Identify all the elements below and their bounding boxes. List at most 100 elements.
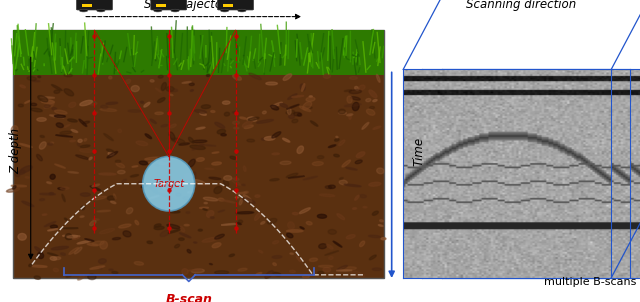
Ellipse shape: [77, 143, 80, 146]
Ellipse shape: [190, 145, 205, 149]
Ellipse shape: [236, 197, 239, 198]
Ellipse shape: [100, 241, 108, 249]
Ellipse shape: [12, 126, 18, 134]
Ellipse shape: [328, 256, 333, 259]
Ellipse shape: [257, 120, 273, 123]
Ellipse shape: [71, 130, 77, 133]
Ellipse shape: [38, 96, 48, 102]
Ellipse shape: [34, 276, 40, 279]
Ellipse shape: [238, 268, 247, 271]
Ellipse shape: [349, 77, 358, 79]
Ellipse shape: [369, 182, 381, 186]
Ellipse shape: [40, 193, 56, 195]
Ellipse shape: [243, 166, 246, 172]
Ellipse shape: [144, 102, 150, 107]
Ellipse shape: [260, 221, 265, 224]
Ellipse shape: [242, 184, 245, 186]
Ellipse shape: [200, 207, 209, 208]
Ellipse shape: [92, 241, 104, 246]
Ellipse shape: [337, 270, 352, 271]
Ellipse shape: [243, 198, 255, 204]
Ellipse shape: [156, 88, 162, 92]
Ellipse shape: [347, 96, 352, 103]
Ellipse shape: [192, 140, 207, 143]
Ellipse shape: [100, 108, 116, 111]
Ellipse shape: [323, 268, 331, 272]
Ellipse shape: [204, 197, 218, 201]
Ellipse shape: [189, 83, 195, 85]
Ellipse shape: [89, 157, 92, 160]
Ellipse shape: [381, 238, 386, 240]
Ellipse shape: [267, 218, 277, 224]
Ellipse shape: [220, 9, 229, 12]
Ellipse shape: [52, 85, 62, 91]
Ellipse shape: [303, 275, 309, 278]
Ellipse shape: [80, 145, 90, 147]
Ellipse shape: [106, 102, 118, 104]
Ellipse shape: [339, 140, 345, 146]
Ellipse shape: [154, 224, 161, 227]
Ellipse shape: [118, 129, 122, 133]
Ellipse shape: [296, 256, 301, 262]
Ellipse shape: [33, 80, 40, 82]
Ellipse shape: [83, 121, 90, 124]
Ellipse shape: [51, 246, 68, 250]
Text: Time: Time: [413, 137, 426, 165]
Ellipse shape: [339, 180, 348, 185]
Ellipse shape: [346, 167, 357, 170]
Ellipse shape: [236, 212, 253, 214]
Ellipse shape: [87, 243, 98, 246]
Ellipse shape: [262, 111, 266, 114]
Ellipse shape: [100, 105, 108, 108]
Ellipse shape: [273, 263, 276, 265]
Ellipse shape: [212, 243, 221, 248]
Ellipse shape: [193, 172, 196, 180]
Ellipse shape: [290, 270, 295, 273]
Bar: [223, 4, 233, 7]
Ellipse shape: [141, 101, 143, 103]
Ellipse shape: [131, 175, 138, 177]
Ellipse shape: [265, 271, 273, 278]
Ellipse shape: [376, 74, 380, 82]
Ellipse shape: [180, 233, 191, 238]
Ellipse shape: [111, 201, 116, 204]
Ellipse shape: [347, 114, 353, 116]
Ellipse shape: [247, 139, 255, 142]
Ellipse shape: [218, 210, 225, 212]
Ellipse shape: [140, 161, 148, 165]
Ellipse shape: [6, 188, 20, 192]
Ellipse shape: [212, 152, 219, 153]
Ellipse shape: [161, 82, 166, 91]
Ellipse shape: [292, 95, 304, 98]
Ellipse shape: [53, 268, 58, 272]
Ellipse shape: [109, 269, 113, 271]
Ellipse shape: [79, 119, 87, 127]
Ellipse shape: [290, 253, 294, 255]
Ellipse shape: [243, 194, 252, 201]
Ellipse shape: [312, 162, 323, 165]
Ellipse shape: [90, 220, 96, 226]
Ellipse shape: [37, 117, 46, 121]
Ellipse shape: [300, 84, 305, 91]
Ellipse shape: [135, 220, 139, 225]
Ellipse shape: [50, 174, 55, 179]
Ellipse shape: [344, 90, 351, 92]
Ellipse shape: [41, 100, 54, 104]
Ellipse shape: [328, 230, 337, 234]
Ellipse shape: [355, 86, 359, 90]
Ellipse shape: [201, 105, 211, 109]
Ellipse shape: [247, 117, 253, 120]
Ellipse shape: [47, 253, 58, 256]
Ellipse shape: [259, 250, 263, 253]
Ellipse shape: [145, 134, 152, 139]
Ellipse shape: [38, 252, 44, 259]
Ellipse shape: [60, 187, 69, 190]
Ellipse shape: [273, 272, 281, 276]
Ellipse shape: [27, 77, 36, 81]
Ellipse shape: [335, 139, 339, 141]
Ellipse shape: [211, 217, 214, 219]
Ellipse shape: [336, 136, 338, 138]
Ellipse shape: [203, 209, 207, 210]
Ellipse shape: [229, 254, 234, 257]
Ellipse shape: [298, 114, 301, 116]
